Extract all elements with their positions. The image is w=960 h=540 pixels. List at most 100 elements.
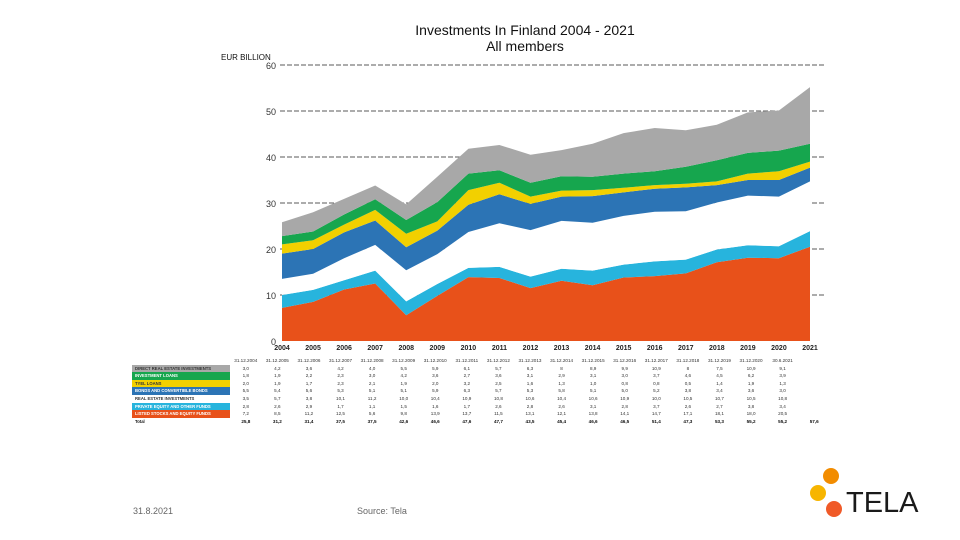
x-tick-2014: 2014 [585, 345, 601, 352]
table-row: REAL ESTATE INVESTMENTS 3,5 5,7 3,8 10,1 11,2… [132, 394, 830, 403]
table-cell: 55,2 [746, 418, 756, 424]
table-cell: 10,1 [336, 395, 345, 401]
table-cell: 1,0 [589, 380, 597, 386]
table-cell: 1,4 [716, 380, 723, 386]
table-cell: 10,9 [746, 365, 756, 371]
table-cell: 1,7 [463, 403, 471, 409]
x-tick-2015: 2015 [616, 345, 632, 352]
table-cell: 3,2 [463, 380, 471, 386]
table-cell: 0,8 [653, 380, 660, 386]
table-cell: 2,7 [463, 373, 471, 379]
table-cell: 14,1 [620, 411, 630, 417]
table-header-cell: 30.6.2021 [772, 358, 793, 363]
table-cell: 12,1 [557, 411, 567, 417]
table-cell: 5,7 [495, 365, 502, 371]
table-cell: 3,8 [747, 403, 755, 409]
x-tick-2011: 2011 [492, 345, 507, 352]
table-cell: 3,1 [589, 403, 597, 409]
table-cell: 2,8 [526, 403, 534, 409]
table-cell: 1,6 [432, 403, 439, 409]
table-cell: 3,5 [242, 395, 249, 401]
table-cell: 2,7 [716, 403, 723, 409]
table-cell: 3,4 [779, 403, 786, 409]
table-cell: 5,1 [368, 388, 376, 394]
footer-source: Source: Tela [357, 506, 407, 516]
table-cell: 8 [560, 365, 563, 371]
table-cell: 2,6 [684, 403, 692, 409]
table-cell: 18,0 [746, 411, 756, 417]
table-cell: 2,1 [368, 380, 376, 386]
x-tick-2004: 2004 [274, 345, 290, 352]
x-tick-2008: 2008 [398, 345, 414, 352]
table-cell: 6,3 [526, 365, 534, 371]
table-cell: 1,7 [305, 380, 313, 386]
table-header-cell: 31.12.2004 [234, 358, 258, 363]
area-series-private-equity-and-other-funds [282, 231, 810, 316]
table-row: LISTED STOCKS AND EQUITY FUNDS 7,2 8,5 11,2… [132, 410, 830, 418]
table-cell: 2,6 [558, 403, 565, 409]
table-cell: 43,5 [525, 418, 535, 424]
table-cell: 4,2 [337, 365, 344, 371]
table-row-label: PRIVATE EQUITY AND OTHER FUNDS [132, 402, 230, 411]
table-row: DIRECT REAL ESTATE INVESTMENTS 3,0 4,2 3,6 4… [132, 364, 830, 373]
x-tick-2007: 2007 [367, 345, 383, 352]
table-cell: 10,8 [778, 395, 788, 401]
table-cell: 4,2 [400, 373, 407, 379]
table-cell: 10,9 [651, 365, 661, 371]
data-table: 31.12.2004 31.12.2005 31.12.2006 31.12.2007… [132, 357, 830, 452]
area-series-investment-loans [282, 143, 810, 245]
table-cell: 4,0 [368, 365, 376, 371]
table-row-label: TYEL LOANS [132, 379, 230, 388]
table-cell: 3,0 [242, 365, 249, 371]
table-header-cell: 31.12.2010 [423, 358, 447, 363]
table-header-cell: 31.12.2013 [518, 358, 542, 363]
table-cell: 10,9 [462, 395, 472, 401]
table-cell: 5,3 [337, 388, 344, 394]
x-tick-2019: 2019 [740, 345, 756, 352]
logo-text: TELA [846, 487, 919, 519]
x-tick-2005: 2005 [305, 345, 321, 352]
table-cell: 20,5 [778, 411, 788, 417]
table-cell: 5,2 [653, 388, 660, 394]
table-cell: 3,0 [368, 373, 376, 379]
y-tick-50: 50 [266, 107, 276, 117]
x-tick-2013: 2013 [554, 345, 570, 352]
table-cell: 5,3 [526, 388, 534, 394]
table-cell: 10,7 [714, 395, 724, 401]
table-cell: 12,5 [336, 411, 345, 417]
table-header-row: 31.12.2004 31.12.2005 31.12.2006 31.12.2007… [132, 357, 830, 365]
table-cell: 10,4 [430, 395, 440, 401]
table-cell: 10,0 [651, 395, 661, 401]
table-cell: 9,9 [621, 365, 628, 371]
table-cell: 46,5 [620, 418, 630, 424]
x-tick-2017: 2017 [678, 345, 694, 352]
table-cell: 3,8 [305, 395, 313, 401]
table-cell: 37,5 [367, 418, 377, 424]
table-cell: 31,2 [272, 418, 282, 424]
table-cell: 47,6 [462, 418, 472, 424]
table-cell: 10,9 [620, 395, 630, 401]
table-cell: 5,1 [400, 388, 407, 394]
table-cell: 7,5 [716, 365, 723, 371]
table-cell: 3,9 [779, 373, 786, 379]
x-tick-2010: 2010 [461, 345, 477, 352]
chart-subtitle: All members [486, 38, 564, 54]
table-cell: 1,1 [368, 403, 376, 409]
y-axis-label: EUR BILLION [221, 53, 271, 62]
table-cell: 2,5 [495, 380, 502, 386]
table-cell: 2,9 [305, 403, 313, 409]
table-cell: 5,0 [621, 388, 628, 394]
table-row: INVESTMENT LOANS 1,8 1,9 2,2 2,3 3,0 4,2 3,6 2,7… [132, 372, 830, 380]
table-cell: 5,4 [274, 388, 281, 394]
table-row: Total 25,8 31,2 31,4 37,5 37,5 42,6 46,6 47,6 47,… [132, 417, 830, 426]
table-corner [132, 357, 230, 365]
table-header-cell: 31.12.2008 [360, 358, 384, 363]
table-cell: 10,0 [399, 395, 409, 401]
table-cell: 2,9 [558, 373, 565, 379]
area-series-direct-real-estate-investments [282, 87, 810, 237]
table-cell: 10,5 [746, 395, 756, 401]
table-header-cell: 31.12.2012 [486, 358, 510, 363]
table-cell: 25,8 [241, 418, 251, 424]
logo-dot-top [823, 468, 839, 484]
table-cell: 2,3 [337, 380, 344, 386]
